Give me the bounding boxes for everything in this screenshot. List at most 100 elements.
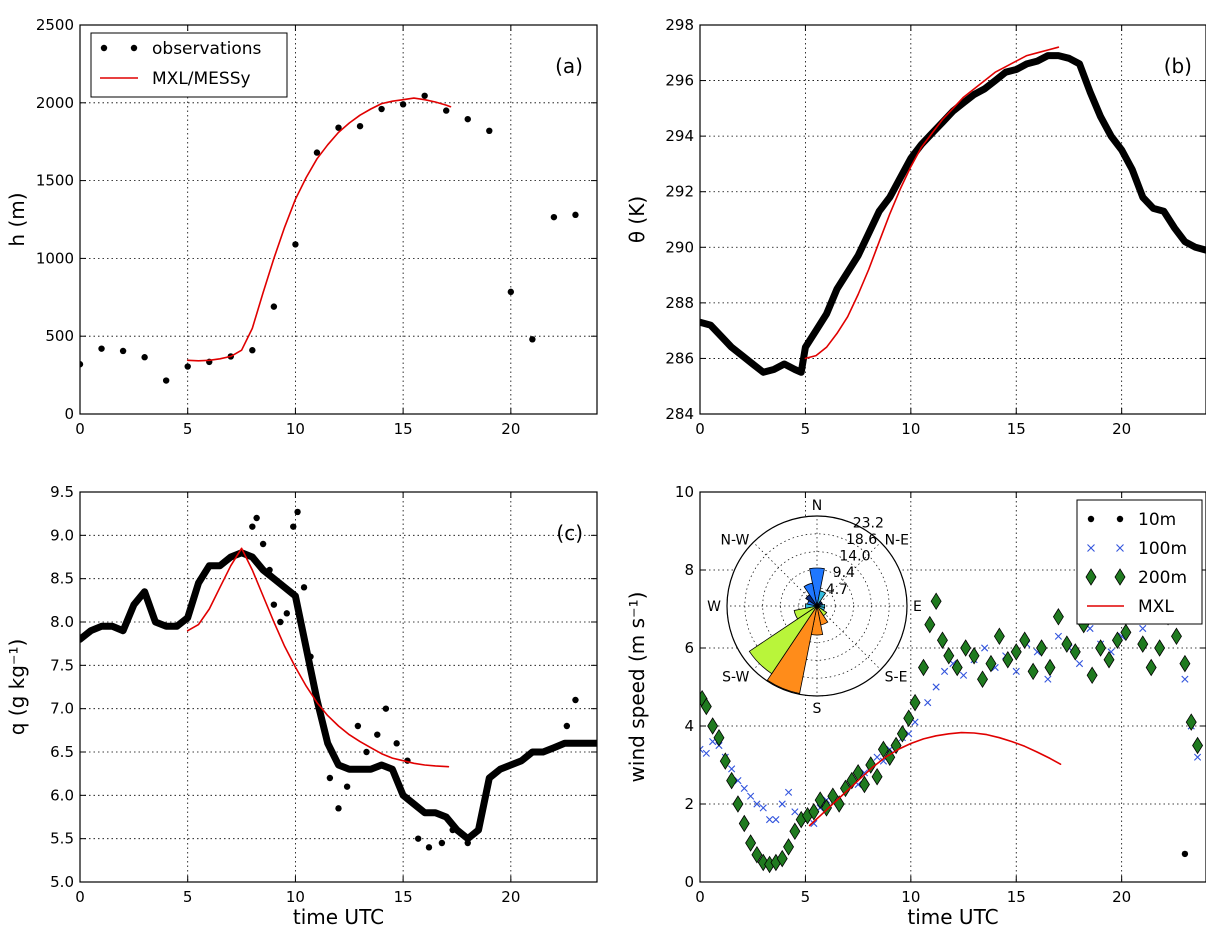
y-axis-label: q (g kg⁻¹) [5,639,29,736]
y-tick-label: 500 [45,327,74,345]
series-line-MXL [804,46,1060,360]
y-tick-label: 7.5 [50,656,74,674]
data-point-diamond [985,654,997,673]
x-tick-label: 5 [183,420,193,438]
x-tick-label: 20 [1112,420,1131,438]
series-group [80,92,579,384]
y-tick-label: 6.5 [50,743,74,761]
data-point-diamond [918,658,929,677]
data-point [563,722,571,730]
y-tick-label: 292 [665,183,694,201]
rose-spoke [816,542,881,607]
y-tick-label: 4 [684,717,694,735]
legend-d: 10m 100m 200m MXL [1076,499,1203,625]
data-point-cross [734,777,742,785]
rose-spoke [753,542,818,607]
y-tick-label: 8.0 [50,613,74,631]
data-point [259,540,267,548]
wind-rose-inset: N N-E E S-E S S-W W N-W 4.79.414.018.623.2 [707,498,922,717]
data-point [326,774,334,782]
y-tick-label: 288 [665,294,694,312]
panel-label: (a) [555,54,583,78]
y-tick-label: 8 [684,561,694,579]
data-point [443,107,450,114]
y-axis-label: h (m) [5,192,29,246]
data-point-diamond [1061,635,1073,653]
y-tick-label: 290 [665,238,694,256]
legend-box [1076,499,1203,625]
data-point [1181,850,1189,858]
data-point-diamond [858,775,870,794]
data-point-diamond [865,756,877,774]
data-point-cross [1181,675,1189,683]
data-point-cross [1193,753,1202,761]
legend-box [90,32,288,98]
data-point-diamond [1120,623,1132,642]
legend-label-100m: 100m [1138,539,1187,559]
data-point-cross [1044,675,1052,683]
data-point [343,783,351,790]
panel-label: (c) [556,521,583,545]
rose-direction-label: S [813,701,822,717]
panel-label: (b) [1164,54,1192,78]
data-point-diamond [1010,643,1022,661]
data-point [335,124,342,131]
data-point-cross [772,816,780,824]
data-point-cross [810,819,818,828]
data-point-diamond [738,814,750,833]
data-point-cross [932,683,940,691]
data-point-cross [747,792,755,800]
data-point-cross [700,745,704,753]
data-point-cross [924,699,932,707]
y-tick-label: 1500 [36,172,74,190]
y-tick-label: 2000 [36,94,74,112]
data-point-diamond [1103,650,1115,669]
x-tick-label: 0 [75,420,85,438]
x-tick-label: 5 [801,888,811,906]
y-tick-label: 286 [665,349,694,367]
y-tick-label: 2 [684,795,694,813]
data-point-diamond [993,627,1005,646]
series-group [80,508,597,851]
rose-direction-label: N [812,498,822,514]
legend-label-200m: 200m [1138,568,1187,588]
data-point-cross [981,644,989,652]
legend-marker-10m [1116,515,1124,523]
data-point-diamond [1069,643,1081,661]
data-point [294,508,301,516]
data-point-diamond [1145,658,1157,677]
data-point [184,363,191,370]
rose-grid-circle [726,515,908,697]
data-point [354,722,362,730]
data-point [283,610,290,617]
data-point [382,705,390,712]
legend-marker-observations [130,44,138,52]
data-point-diamond [814,791,826,809]
rose-spoke [816,605,881,670]
series-line-MXL [808,731,1062,827]
x-tick-label: 10 [286,888,305,906]
data-point-diamond [924,615,936,634]
data-point [300,584,308,591]
data-point-diamond [1111,631,1123,649]
data-point-diamond [789,822,801,841]
data-point [335,805,342,812]
data-point-diamond [1192,736,1204,755]
data-point-diamond [808,803,820,821]
legend-marker-200m [1114,568,1126,586]
data-point-diamond [968,647,980,665]
data-point-cross [905,730,913,738]
y-tick-label: 298 [665,16,694,34]
rose-radial-label: 4.7 [826,582,848,598]
data-point-cross [702,749,710,757]
data-point-cross [1054,632,1063,640]
rose-sector [804,603,818,609]
x-tick-label: 15 [1007,888,1026,906]
legend-marker-100m [1116,544,1124,552]
data-point [464,839,471,847]
data-point [393,740,400,747]
data-point-diamond [751,845,763,864]
data-point [270,303,278,310]
series-group [700,592,1204,874]
